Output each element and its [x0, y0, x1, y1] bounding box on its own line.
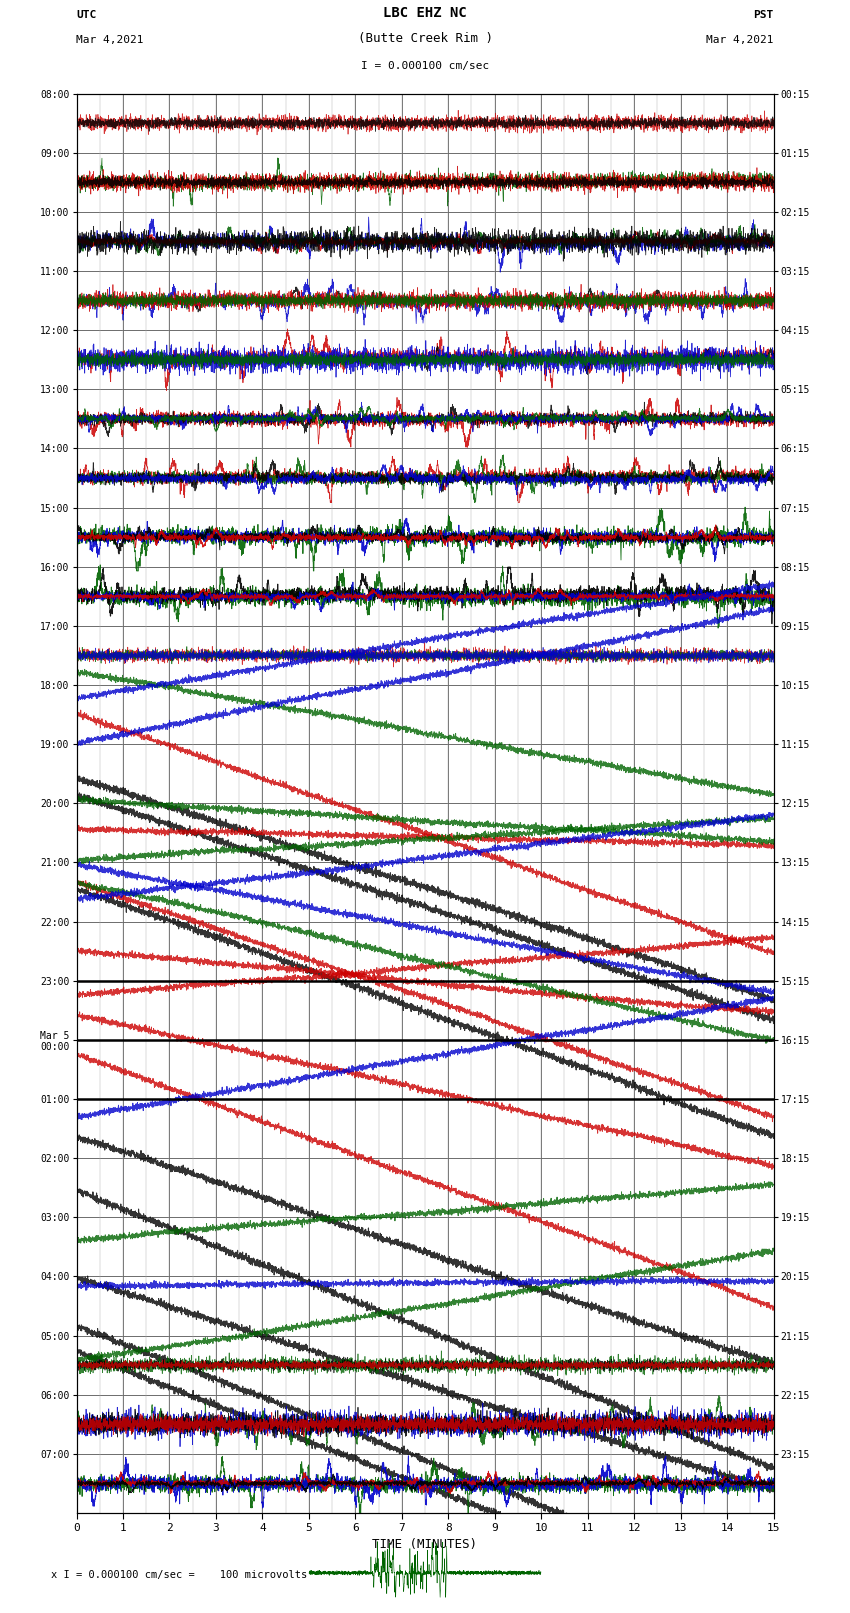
- X-axis label: TIME (MINUTES): TIME (MINUTES): [372, 1537, 478, 1550]
- Text: I = 0.000100 cm/sec: I = 0.000100 cm/sec: [361, 61, 489, 71]
- Text: (Butte Creek Rim ): (Butte Creek Rim ): [358, 32, 492, 45]
- Text: LBC EHZ NC: LBC EHZ NC: [383, 6, 467, 19]
- Text: Mar 4,2021: Mar 4,2021: [76, 35, 144, 45]
- Text: PST: PST: [753, 10, 774, 19]
- Text: x I = 0.000100 cm/sec =    100 microvolts: x I = 0.000100 cm/sec = 100 microvolts: [51, 1569, 307, 1579]
- Text: Mar 4,2021: Mar 4,2021: [706, 35, 774, 45]
- Text: UTC: UTC: [76, 10, 97, 19]
